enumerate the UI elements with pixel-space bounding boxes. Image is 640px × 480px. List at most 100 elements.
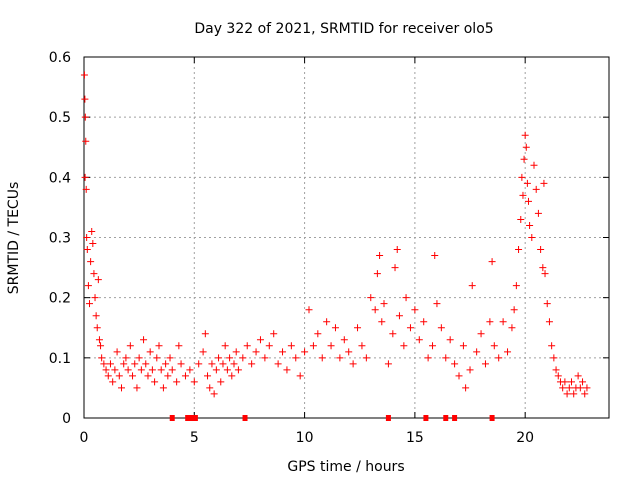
data-point [545,318,553,326]
data-point [323,318,331,326]
data-point [208,360,216,368]
data-point [466,366,474,374]
data-point [173,378,181,386]
data-point [384,360,392,368]
data-point [137,366,145,374]
data-point [89,240,97,248]
baseline-marker [189,415,195,421]
data-point [521,131,529,139]
data-point [477,330,485,338]
data-point [515,246,523,254]
data-point [82,137,90,145]
data-point [226,354,234,362]
data-point [83,246,91,254]
data-point [400,342,408,350]
data-point [120,360,128,368]
data-point [548,342,556,350]
baseline-markers [169,415,495,421]
data-point [532,185,540,193]
data-point [129,372,137,380]
data-point [228,372,236,380]
data-point [115,372,123,380]
data-point [201,330,209,338]
data-point [362,354,370,362]
data-point [305,306,313,314]
y-tick-label: 0.5 [49,110,71,126]
data-point [133,384,141,392]
data-point [523,179,531,187]
data-point [468,282,476,290]
data-point [559,384,567,392]
data-point [243,342,251,350]
data-point [336,354,344,362]
data-point [565,384,573,392]
data-point [563,390,571,398]
data-point [524,197,532,205]
data-point [232,348,240,356]
data-point [437,324,445,332]
data-point [331,324,339,332]
data-point [274,360,282,368]
data-point [373,270,381,278]
data-point [433,300,441,308]
data-point [261,354,269,362]
data-point [88,227,96,235]
data-point [292,354,300,362]
data-point [111,366,119,374]
data-point [142,360,150,368]
data-point [162,360,170,368]
data-point [462,384,470,392]
data-point [420,318,428,326]
data-point [80,71,88,79]
x-tick-label: 10 [296,430,314,446]
data-point [252,348,260,356]
data-point [415,336,423,344]
data-point [104,372,112,380]
data-point [279,348,287,356]
data-point [481,360,489,368]
data-point [265,342,273,350]
baseline-marker [443,415,449,421]
x-tick-labels: 0 5 10 15 20 [80,430,535,446]
data-point [118,384,125,392]
data-point [402,294,410,302]
data-point [206,384,214,392]
data-point [541,270,549,278]
data-point [568,378,575,386]
data-point [526,221,534,229]
data-point [135,354,143,362]
data-point [151,378,159,386]
baseline-marker [385,415,391,421]
data-point [195,360,203,368]
data-point [519,191,527,199]
data-point [395,312,403,320]
data-point [340,336,348,344]
data-point [177,360,185,368]
data-point [212,366,220,374]
data-point [157,366,165,374]
y-tick-label: 0.4 [49,170,71,186]
data-point [175,342,183,350]
data-point [495,354,503,362]
data-point [144,372,152,380]
x-axis-label: GPS time / hours [287,459,404,475]
data-points [80,71,591,398]
data-point [159,384,167,392]
data-point [210,390,218,398]
data-point [411,306,419,314]
data-point [378,318,386,326]
y-tick-label: 0.3 [49,231,71,247]
data-point [314,330,322,338]
data-point [94,276,102,284]
data-point [301,348,309,356]
data-point [199,348,207,356]
data-point [248,360,256,368]
data-point [517,215,525,223]
data-point [83,234,91,241]
data-point [583,384,591,392]
data-point [367,294,375,302]
grid-lines [84,57,609,418]
data-point [84,282,92,290]
